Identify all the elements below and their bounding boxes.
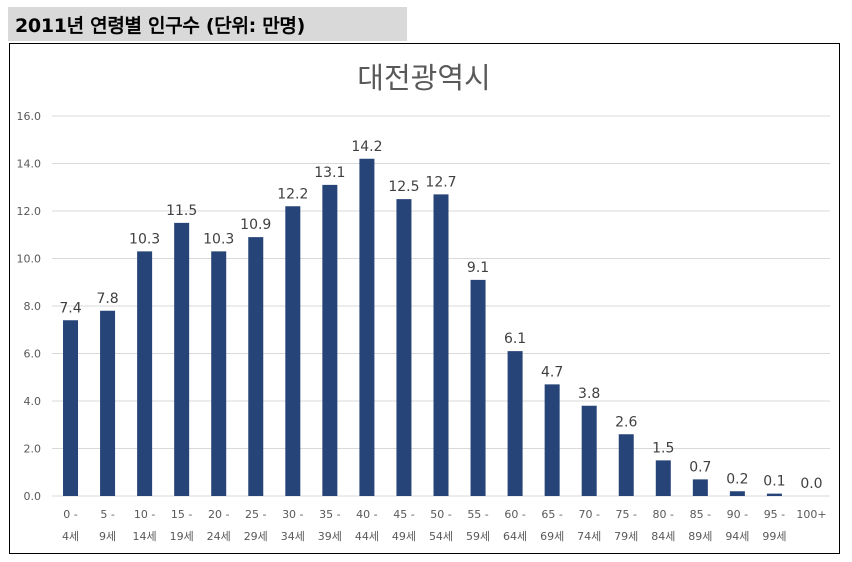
bar [544,384,560,496]
bar [211,251,227,496]
data-label: 11.5 [166,203,197,219]
bar [322,184,338,496]
x-tick-label: 89세 [688,530,712,543]
data-labels: 7.4 7.8 10.3 11.5 10.3 10.9 12.2 13.1 14.2 12.5 12… [59,139,822,492]
bar [692,479,708,496]
data-label: 7.8 [96,291,118,307]
data-label: 0.2 [726,471,748,487]
x-tick-label: 70 - [578,508,599,521]
x-tick-label: 19세 [170,530,194,543]
x-tick-label: 9세 [99,530,116,543]
x-tick-label: 54세 [429,530,453,543]
x-tick-label: 90 - [727,508,748,521]
x-tick-label: 0 - [63,508,77,521]
x-tick-label: 29세 [244,530,268,543]
data-label: 2.6 [615,414,637,430]
data-label: 0.1 [763,474,785,490]
bar [766,493,782,496]
x-tick-label: 30 - [282,508,303,521]
x-tick-label: 20 - [208,508,229,521]
bar [729,491,745,496]
y-tick-label: 14.0 [17,158,42,171]
x-tick-label: 80 - [653,508,674,521]
x-tick-label: 95 - [764,508,785,521]
page-title: 2011년 연령별 인구수 (단위: 만명) [15,14,305,37]
x-tick-label: 40 - [356,508,377,521]
x-tick-label: 79세 [614,530,638,543]
data-label: 0.0 [800,476,822,492]
data-label: 6.1 [504,331,526,347]
y-tick-label: 2.0 [24,443,42,456]
x-tick-label: 74세 [577,530,601,543]
y-tick-label: 10.0 [17,253,42,266]
x-tick-label: 24세 [207,530,231,543]
y-tick-label: 0.0 [24,490,42,503]
bar [433,194,449,496]
y-tick-label: 12.0 [17,205,42,218]
bar [359,158,375,496]
bar [100,310,116,496]
bar [285,206,301,496]
x-tick-label: 100+ [796,508,826,521]
bar [655,460,671,496]
x-tick-label: 94세 [725,530,749,543]
x-tick-label: 50 - [430,508,451,521]
data-label: 10.3 [129,231,160,247]
bar [174,222,190,496]
x-tick-label: 84세 [651,530,675,543]
x-tick-label: 34세 [281,530,305,543]
data-label: 9.1 [467,260,489,276]
x-tick-label: 55 - [467,508,488,521]
x-tick-label: 65 - [541,508,562,521]
data-label: 0.7 [689,459,711,475]
x-tick-label: 45 - [393,508,414,521]
x-tick-label: 14세 [133,530,157,543]
x-tick-label: 44세 [355,530,379,543]
x-tick-label: 60 - [504,508,525,521]
x-tick-label: 39세 [318,530,342,543]
x-tick-label: 15 - [171,508,192,521]
x-tick-label: 64세 [503,530,527,543]
header-bar: 2011년 연령별 인구수 (단위: 만명) [8,7,407,41]
data-label: 1.5 [652,440,674,456]
bar [396,199,412,496]
x-tick-label: 75 - [616,508,637,521]
data-label: 7.4 [59,300,81,316]
x-tick-label: 49세 [392,530,416,543]
x-tick-label: 59세 [466,530,490,543]
y-tick-label: 8.0 [24,300,42,313]
bar [618,434,634,496]
x-tick-label: 25 - [245,508,266,521]
bar [470,279,486,496]
y-axis-ticks: 0.0 2.0 4.0 6.0 8.0 10.0 12.0 14.0 16.0 [17,110,42,503]
x-tick-label: 35 - [319,508,340,521]
data-label: 13.1 [314,165,345,181]
bars [63,158,782,496]
bar [248,237,264,496]
x-tick-label: 5 - [100,508,114,521]
x-tick-label: 10 - [134,508,155,521]
data-label: 4.7 [541,364,563,380]
bar [137,251,153,496]
bar [507,351,523,496]
x-tick-label: 85 - [690,508,711,521]
data-label: 12.2 [277,186,308,202]
data-label: 12.7 [425,174,456,190]
bar [63,320,79,496]
bar [581,405,597,496]
x-tick-label: 4세 [62,530,79,543]
data-label: 10.9 [240,217,271,233]
x-axis-ticks: 0 - 4세 5 - 9세 10 - 14세 15 - 19세 20 - 24세 25 - 29세 30… [62,508,827,543]
y-tick-label: 4.0 [24,395,42,408]
y-tick-label: 16.0 [17,110,42,123]
data-label: 3.8 [578,386,600,402]
chart-title: 대전광역시 [357,61,490,95]
x-tick-label: 69세 [540,530,564,543]
data-label: 14.2 [351,139,382,155]
y-tick-label: 6.0 [24,348,42,361]
data-label: 12.5 [388,179,419,195]
data-label: 10.3 [203,231,234,247]
x-tick-label: 99세 [762,530,786,543]
